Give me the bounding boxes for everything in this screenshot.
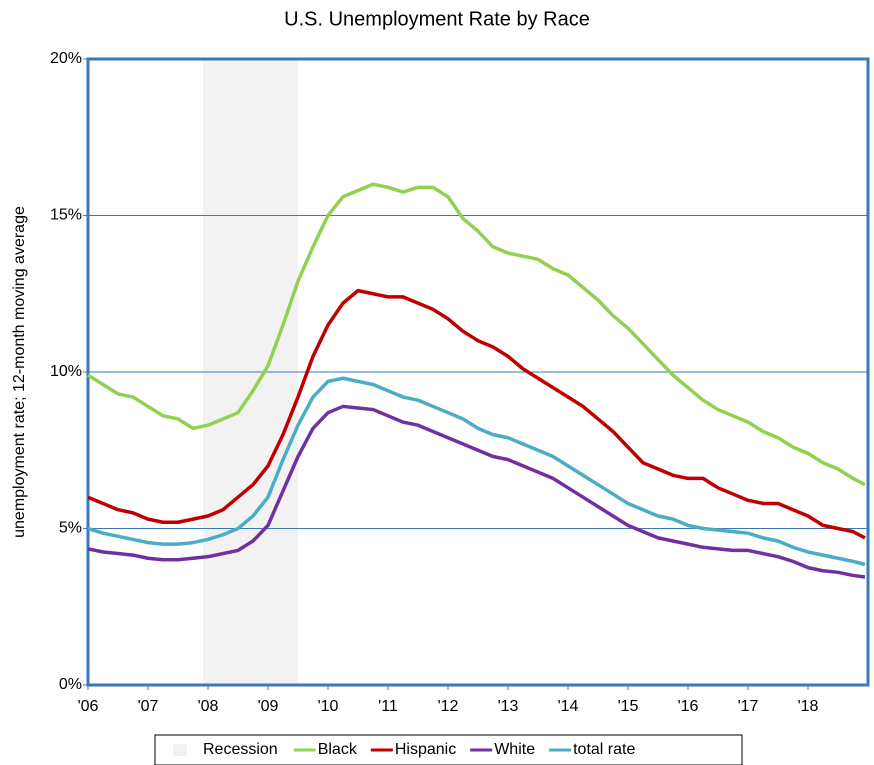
x-tick-label: '13	[498, 698, 519, 715]
legend-label: White	[494, 741, 535, 758]
legend-label: Recession	[203, 741, 278, 758]
legend-label: Hispanic	[395, 741, 456, 758]
x-tick-label: '11	[378, 698, 398, 715]
series-line	[87, 404, 866, 579]
plot-frame	[86, 57, 870, 687]
legend-label: total rate	[573, 741, 635, 758]
x-tick-label: '09	[258, 698, 279, 715]
y-tick-label: 15%	[50, 207, 82, 224]
x-tick-label: '18	[798, 698, 819, 715]
x-tick-label: '17	[738, 698, 759, 715]
legend-box	[154, 734, 743, 765]
y-tick-label: 5%	[59, 520, 82, 537]
x-tick-label: '12	[438, 698, 459, 715]
x-tick-label: '16	[678, 698, 699, 715]
y-tick-label: 20%	[50, 50, 82, 67]
series-line	[87, 376, 866, 567]
legend-swatch	[173, 744, 187, 756]
y-axis-label: unemployment rate; 12-month moving avera…	[11, 206, 28, 538]
x-tick-label: '14	[558, 698, 579, 715]
chart-title: U.S. Unemployment Rate by Race	[284, 8, 590, 30]
x-tick-label: '07	[138, 698, 159, 715]
x-tick-label: '08	[198, 698, 219, 715]
series-line	[87, 288, 866, 540]
series-line	[87, 182, 866, 487]
y-tick-label: 0%	[59, 676, 82, 693]
x-tick-label: '15	[618, 698, 639, 715]
x-tick-label: '10	[318, 698, 339, 715]
x-tick-label: '06	[78, 698, 99, 715]
legend-label: Black	[318, 741, 358, 758]
y-tick-label: 10%	[50, 363, 82, 380]
